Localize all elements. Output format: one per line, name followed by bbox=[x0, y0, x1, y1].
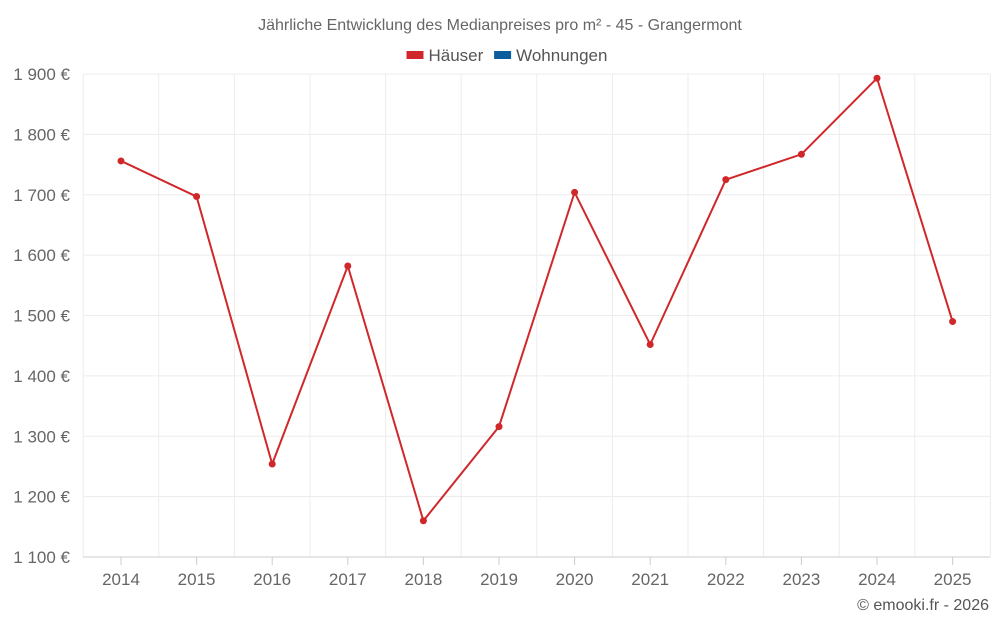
legend-swatch bbox=[406, 51, 424, 59]
y-tick-label: 1 100 € bbox=[13, 548, 70, 567]
x-tick-label: 2015 bbox=[178, 570, 216, 589]
x-tick-label: 2017 bbox=[329, 570, 367, 589]
x-axis: 2014 2015 2016 2017 2018 2019 2020 2021 2022 2023… bbox=[83, 556, 990, 589]
y-tick-label: 1 500 € bbox=[13, 307, 70, 326]
x-tick-label: 2025 bbox=[934, 570, 972, 589]
y-tick-label: 1 300 € bbox=[13, 427, 70, 446]
x-tick-label: 2023 bbox=[782, 570, 820, 589]
data-point[interactable] bbox=[495, 423, 503, 431]
legend-item[interactable]: Häuser bbox=[406, 46, 484, 65]
grid bbox=[82, 73, 991, 558]
credit-text: © emooki.fr - 2026 bbox=[857, 597, 989, 614]
data-point[interactable] bbox=[873, 74, 881, 82]
y-tick-label: 1 800 € bbox=[13, 125, 70, 144]
x-tick-label: 2020 bbox=[556, 570, 594, 589]
data-point[interactable] bbox=[646, 340, 654, 348]
legend-swatch bbox=[494, 51, 512, 59]
x-tick-label: 2018 bbox=[404, 570, 442, 589]
y-tick-label: 1 700 € bbox=[13, 186, 70, 205]
data-point[interactable] bbox=[193, 193, 201, 201]
x-tick-label: 2016 bbox=[253, 570, 291, 589]
data-point[interactable] bbox=[797, 150, 805, 158]
legend: Häuser Wohnungen bbox=[406, 46, 607, 65]
x-tick-label: 2024 bbox=[858, 570, 896, 589]
x-tick-label: 2019 bbox=[480, 570, 518, 589]
x-tick-label: 2014 bbox=[102, 570, 140, 589]
x-tick-label: 2021 bbox=[631, 570, 669, 589]
data-point[interactable] bbox=[722, 176, 730, 184]
chart-title: Jährliche Entwicklung des Medianpreises … bbox=[258, 17, 742, 34]
series-line bbox=[120, 76, 954, 523]
y-tick-label: 1 200 € bbox=[13, 488, 70, 507]
data-point[interactable] bbox=[268, 460, 276, 468]
data-point[interactable] bbox=[344, 262, 352, 270]
y-tick-label: 1 400 € bbox=[13, 367, 70, 386]
legend-label: Wohnungen bbox=[516, 46, 607, 65]
legend-label: Häuser bbox=[429, 46, 484, 65]
data-point[interactable] bbox=[571, 188, 579, 196]
x-tick-label: 2022 bbox=[707, 570, 745, 589]
y-tick-label: 1 900 € bbox=[13, 65, 70, 84]
legend-item[interactable]: Wohnungen bbox=[494, 46, 607, 65]
series-layer bbox=[117, 74, 957, 525]
data-point[interactable] bbox=[419, 517, 427, 525]
y-axis: 1 100 € 1 200 € 1 300 € 1 400 € 1 500 € 1 600… bbox=[13, 65, 70, 567]
data-point[interactable] bbox=[949, 318, 957, 326]
y-tick-label: 1 600 € bbox=[13, 246, 70, 265]
data-point[interactable] bbox=[117, 157, 125, 165]
